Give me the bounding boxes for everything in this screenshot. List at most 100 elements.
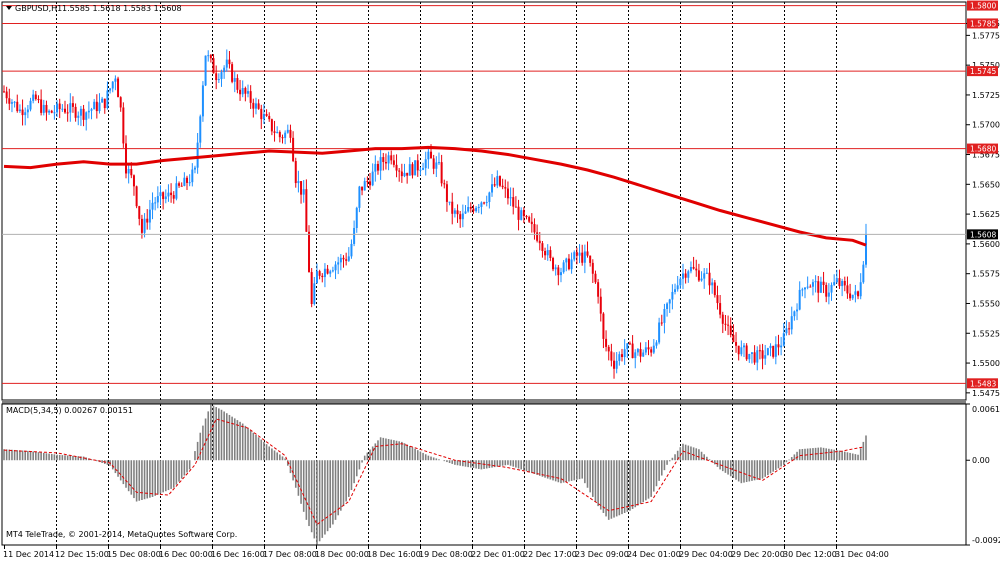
candle-body	[456, 210, 459, 215]
time-label: 16 Dec 00:00	[159, 550, 213, 559]
candle-body	[34, 94, 37, 100]
candle-body	[119, 97, 122, 108]
candle-body	[207, 55, 210, 57]
candle-body	[570, 259, 573, 270]
candle-body	[769, 345, 772, 349]
candle-body	[77, 115, 80, 118]
candle-body	[199, 116, 202, 143]
candle-body	[793, 311, 796, 317]
candle-body	[467, 207, 470, 212]
panel-separator[interactable]	[2, 400, 966, 404]
candle-body	[620, 354, 623, 358]
candle-body	[825, 284, 828, 297]
dropdown-arrow-icon[interactable]	[6, 6, 12, 10]
candle-body	[801, 289, 804, 291]
horizontal-levels[interactable]	[2, 5, 966, 384]
candle-body	[618, 354, 621, 361]
candle-body	[703, 273, 706, 279]
candle-body	[607, 346, 610, 352]
price-level-tag-label: 1.5483	[970, 379, 996, 388]
time-label: 30 Dec 12:00	[783, 550, 837, 559]
candle-body	[90, 109, 93, 111]
candle-body	[32, 94, 35, 101]
candle-body	[586, 251, 589, 256]
candle-body	[562, 262, 565, 273]
candle-body	[156, 196, 159, 203]
candle-body	[724, 323, 727, 325]
candle-body	[225, 59, 228, 68]
candle-body	[491, 184, 494, 193]
candle-body	[262, 113, 265, 120]
candle-body	[774, 344, 777, 357]
candle-body	[432, 158, 435, 169]
candle-body	[827, 292, 830, 297]
candle-body	[270, 119, 273, 132]
candle-body	[69, 103, 72, 113]
candle-body	[573, 252, 576, 260]
candle-body	[559, 272, 562, 276]
candle-body	[239, 89, 242, 95]
candle-body	[512, 197, 515, 207]
candle-body	[109, 88, 112, 91]
candle-body	[252, 102, 255, 109]
candle-body	[313, 283, 316, 304]
candle-body	[331, 270, 334, 272]
candle-body	[790, 316, 793, 330]
candle-body	[517, 206, 520, 220]
candle-body	[204, 55, 207, 86]
candle-body	[56, 103, 59, 113]
candle-body	[379, 157, 382, 171]
candle-body	[610, 351, 613, 361]
candle-body	[599, 296, 602, 314]
candle-body	[419, 169, 422, 171]
candle-body	[130, 168, 133, 176]
candle-body	[865, 234, 867, 265]
candle-body	[281, 137, 284, 139]
time-label: 16 Dec 16:00	[211, 550, 265, 559]
candle-body	[631, 343, 634, 359]
candle-body	[851, 294, 854, 299]
price-axis: 1.57851.57751.57501.57251.57001.56751.56…	[966, 19, 1000, 398]
candle-body	[692, 266, 695, 269]
candle-body	[782, 333, 785, 346]
candle-body	[626, 343, 629, 350]
price-level-tag	[967, 0, 998, 11]
candle-body	[424, 159, 427, 169]
candle-body	[480, 202, 483, 207]
candle-body	[233, 78, 236, 82]
candle-body	[74, 106, 77, 118]
candle-body	[50, 110, 53, 113]
candle-body	[756, 350, 759, 363]
candle-body	[10, 102, 13, 104]
candle-body	[674, 289, 677, 292]
candle-body	[164, 196, 167, 200]
candle-body	[536, 232, 539, 241]
candle-body	[228, 59, 231, 65]
candle-body	[40, 99, 43, 113]
candle-body	[581, 252, 584, 263]
price-panel[interactable]: GBPUSD,H1 1.5585 1.5618 1.5583 1.5608 1.…	[1, 0, 1000, 401]
candle-body	[24, 112, 27, 116]
candle-body	[371, 171, 374, 186]
candle-body	[687, 271, 690, 278]
candle-body	[788, 328, 791, 330]
candle-body	[461, 213, 464, 220]
time-label: 22 Dec 01:00	[471, 550, 525, 559]
candle-body	[416, 160, 419, 171]
candle-body	[528, 217, 531, 222]
candle-body	[186, 177, 189, 183]
candle-body	[684, 273, 687, 278]
candle-body	[750, 352, 753, 354]
price-tick-label: 1.5575	[972, 270, 1000, 279]
candle-body	[170, 192, 173, 196]
macd-label: MACD(5,34,5) 0.00267 0.00151	[6, 406, 133, 415]
candle-body	[369, 181, 372, 186]
candle-body	[64, 108, 67, 113]
candle-body	[231, 64, 234, 82]
candle-body	[3, 91, 5, 93]
macd-panel[interactable]: MACD(5,34,5) 0.00267 0.00151 0.006130.00…	[1, 403, 1000, 546]
candle-body	[172, 195, 175, 199]
candle-body	[854, 291, 857, 295]
candle-body	[212, 58, 215, 74]
